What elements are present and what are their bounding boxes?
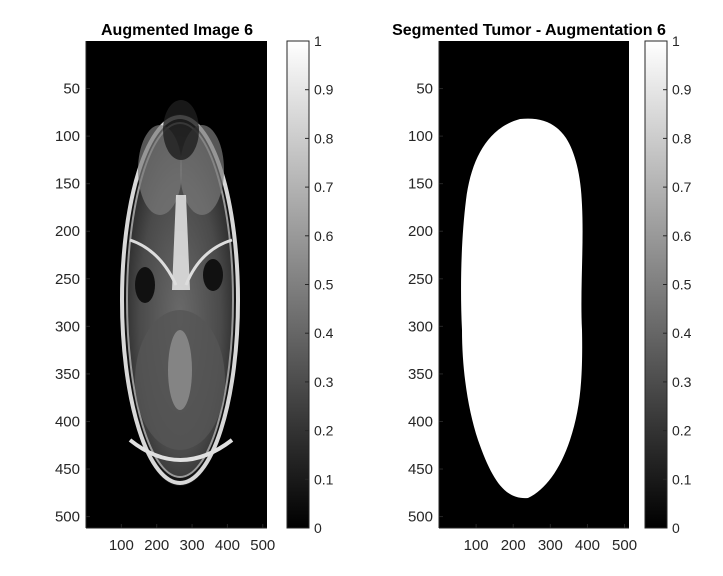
y-tick-label: 500	[55, 509, 80, 526]
x-tick-label: 500	[250, 537, 275, 554]
x-tick-label: 400	[575, 537, 600, 554]
colorbar-tick-label: 0.5	[672, 277, 692, 293]
colorbar-tick-label: 1	[672, 33, 680, 49]
y-tick-label: 400	[55, 413, 80, 430]
y-tick-label: 300	[55, 318, 80, 335]
colorbar-tick-label: 0.8	[672, 130, 692, 146]
colorbar-tick-label: 0.6	[672, 228, 692, 244]
colorbar-tick-label: 0.7	[672, 179, 692, 195]
y-tick-label: 500	[408, 509, 433, 526]
y-tick-label: 450	[55, 461, 80, 478]
colorbar-tick-label: 0.1	[314, 471, 334, 487]
y-tick-label: 50	[416, 81, 433, 98]
y-tick-label: 150	[408, 176, 433, 193]
colorbar-tick-label: 0.3	[314, 374, 334, 390]
colorbar-tick-label: 0.9	[314, 82, 334, 98]
x-tick-label: 100	[109, 537, 134, 554]
y-tick-label: 250	[55, 271, 80, 288]
right-x-axis: 100 200 300 400 500	[439, 524, 637, 554]
y-tick-label: 150	[55, 176, 80, 193]
colorbar-tick-label: 0	[672, 520, 680, 536]
left-panel-title: Augmented Image 6	[101, 22, 253, 39]
x-tick-label: 300	[180, 537, 205, 554]
right-colorbar: 0 0.1 0.2 0.3 0.4 0.5 0.6 0.7 0.8 0.9 1	[644, 33, 692, 536]
colorbar-tick-label: 0.4	[672, 325, 692, 341]
colorbar-tick-label: 0	[314, 520, 322, 536]
y-tick-label: 200	[408, 223, 433, 240]
colorbar-tick-label: 0.8	[314, 130, 334, 146]
y-tick-label: 350	[55, 366, 80, 383]
y-tick-label: 350	[408, 366, 433, 383]
colorbar-tick-label: 1	[314, 33, 322, 49]
y-tick-label: 200	[55, 223, 80, 240]
left-y-axis: 50 100 150 200 250 300 350 400 450 500	[55, 41, 90, 528]
colorbar-tick-label: 0.9	[672, 82, 692, 98]
left-image	[86, 41, 267, 528]
right-y-axis: 50 100 150 200 250 300 350 400 450 500	[408, 41, 443, 528]
y-tick-label: 250	[408, 271, 433, 288]
colorbar-tick-label: 0.6	[314, 228, 334, 244]
y-tick-label: 100	[408, 128, 433, 145]
left-x-axis: 100 200 300 400 500	[86, 524, 275, 554]
colorbar-tick-label: 0.4	[314, 325, 334, 341]
colorbar-tick-label: 0.2	[314, 423, 334, 439]
right-panel-title: Segmented Tumor - Augmentation 6	[392, 22, 666, 39]
colorbar-tick-label: 0.3	[672, 374, 692, 390]
right-image	[439, 41, 629, 528]
x-tick-label: 400	[215, 537, 240, 554]
y-tick-label: 50	[63, 81, 80, 98]
tumor-mask	[461, 118, 583, 499]
y-tick-label: 100	[55, 128, 80, 145]
x-tick-label: 200	[144, 537, 169, 554]
right-panel: Segmented Tumor - Augmentation 6 5010015…	[392, 22, 692, 554]
x-tick-label: 300	[538, 537, 563, 554]
x-tick-label: 500	[612, 537, 637, 554]
colorbar-tick-label: 0.7	[314, 179, 334, 195]
y-tick-label: 400	[408, 413, 433, 430]
colorbar-tick-label: 0.2	[672, 423, 692, 439]
y-tick-label: 450	[408, 461, 433, 478]
left-colorbar: 0 0.1 0.2 0.3 0.4 0.5 0.6 0.7 0.8 0.9 1	[286, 33, 334, 536]
colorbar-tick-label: 0.5	[314, 277, 334, 293]
x-tick-label: 200	[501, 537, 526, 554]
x-tick-label: 100	[464, 537, 489, 554]
colorbar-tick-label: 0.1	[672, 471, 692, 487]
y-tick-label: 300	[408, 318, 433, 335]
